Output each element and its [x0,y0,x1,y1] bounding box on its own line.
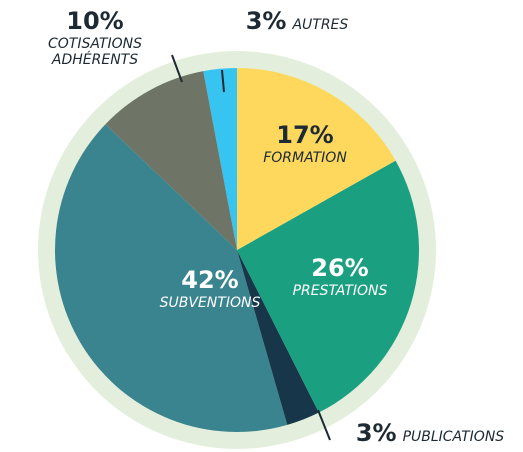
leader-line [171,54,183,83]
value-label: 3% [245,7,287,35]
category-label: PUBLICATIONS [402,429,505,445]
value-label: 3% [355,419,397,447]
pie-slice [105,71,238,250]
category-label: FORMATION [263,149,347,166]
pie-slice [237,160,419,413]
leader-line [317,409,331,441]
value-label: 10% [66,7,124,35]
slice-label: 26% PRESTATIONS [280,254,400,299]
category-label: SUBVENTIONS [159,294,261,311]
slice-label: 42% SUBVENTIONS [150,266,270,311]
category-label: PRESTATIONS [292,282,388,299]
leader-line [221,69,225,93]
pie-slice [54,124,288,433]
slice-label: 3% PUBLICATIONS [340,419,520,448]
pie-slice [237,250,319,425]
slice-label: 17% FORMATION [250,121,360,166]
category-label: COTISATIONS ADHÉRENTS [48,35,142,68]
pie-slice [203,68,237,250]
category-label: AUTRES [292,17,349,33]
slice-label: 10% COTISATIONS ADHÉRENTS [40,7,150,68]
value-label: 42% [181,266,239,294]
slice-label: 3% AUTRES [232,7,362,36]
pie-slice [237,68,396,250]
value-label: 26% [311,254,369,282]
value-label: 17% [276,121,334,149]
